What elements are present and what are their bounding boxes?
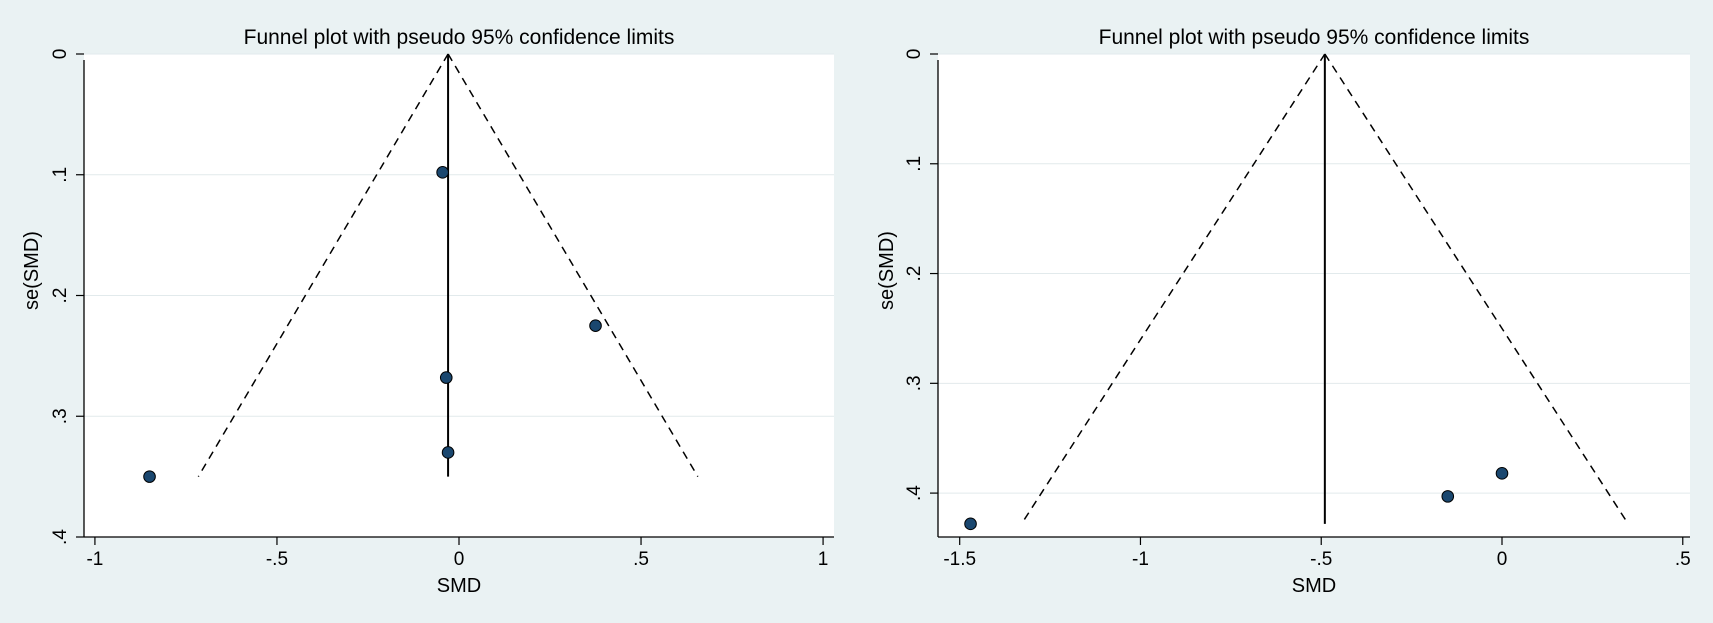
x-axis-label: SMD xyxy=(437,575,481,597)
chart-title: Funnel plot with pseudo 95% confidence l… xyxy=(1099,26,1530,49)
funnel-left-limit xyxy=(1020,53,1326,525)
funnel-right-limit xyxy=(1324,53,1629,525)
chart-title: Funnel plot with pseudo 95% confidence l… xyxy=(244,26,675,49)
study-point xyxy=(441,446,455,459)
study-point xyxy=(143,470,156,483)
y-axis-label: se(SMD) xyxy=(21,231,43,310)
study-point xyxy=(436,166,449,179)
x-tick-label: -.5 xyxy=(1310,549,1332,570)
x-axis-label: SMD xyxy=(1292,575,1336,597)
study-point xyxy=(439,371,453,384)
x-tick-label: 0 xyxy=(1497,549,1508,570)
y-tick-label: .3 xyxy=(50,408,71,424)
plot-area xyxy=(938,54,1690,537)
x-tick-label: .5 xyxy=(633,549,649,570)
study-point xyxy=(1495,467,1509,480)
funnel-left-limit xyxy=(197,53,449,478)
study-point xyxy=(964,517,977,531)
study-point xyxy=(1441,490,1455,503)
y-tick-label: .2 xyxy=(50,288,71,304)
funnel-right-limit xyxy=(447,53,699,478)
y-tick-label: .1 xyxy=(50,167,71,183)
x-tick-label: .5 xyxy=(1675,549,1691,570)
y-tick-label: 0 xyxy=(50,49,71,60)
y-tick-label: 0 xyxy=(904,49,925,60)
x-tick-label: 0 xyxy=(454,549,465,570)
x-tick-label: -1 xyxy=(86,549,103,570)
y-tick-label: .3 xyxy=(904,375,925,391)
chart-panel-2: -1.5 -1 -.5 0 .5 0 .1 .2 .3 .4 Funnel plot with ps… xyxy=(876,26,1691,597)
y-tick-label: .4 xyxy=(904,485,925,501)
y-tick-label: .1 xyxy=(904,156,925,172)
study-point xyxy=(589,319,602,332)
x-tick-label: -.5 xyxy=(266,549,288,570)
x-tick-label: 1 xyxy=(818,549,829,570)
x-tick-label: -1.5 xyxy=(943,549,976,570)
y-axis-label: se(SMD) xyxy=(876,231,898,310)
x-tick-label: -1 xyxy=(1132,549,1149,570)
chart-panel-1: -1 -.5 0 .5 1 0 .1 .2 .3 .4 Funnel plot with pseud… xyxy=(21,26,834,597)
y-tick-label: .2 xyxy=(904,266,925,282)
y-tick-label: .4 xyxy=(50,529,71,545)
